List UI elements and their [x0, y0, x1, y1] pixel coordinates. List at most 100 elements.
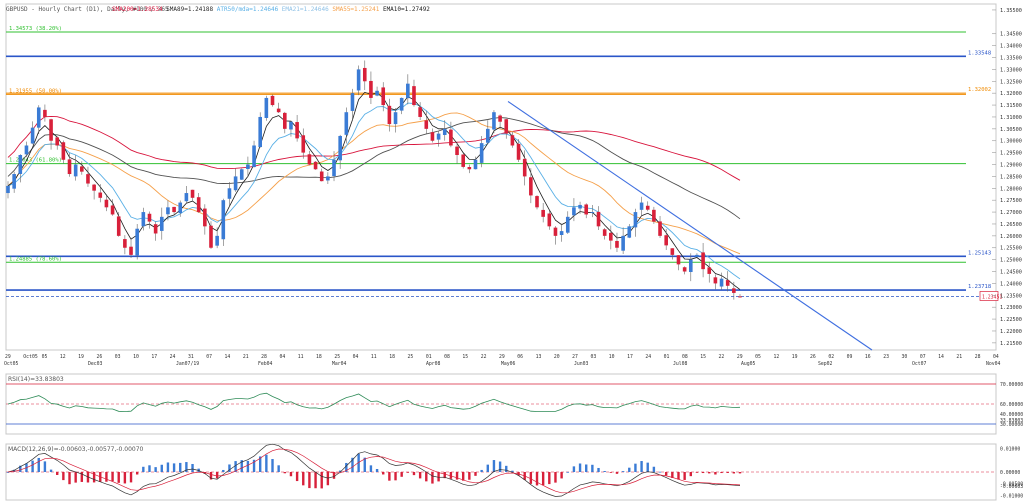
- candle-body: [621, 235, 625, 251]
- macd-histogram-bar: [609, 472, 613, 473]
- price-level-label: 1.34573 (38.20%): [9, 26, 62, 32]
- candle-body: [67, 159, 72, 175]
- macd-histogram-bar: [468, 472, 471, 480]
- macd-histogram-bar: [222, 469, 225, 472]
- candle-body: [141, 212, 146, 227]
- macd-histogram-bar: [677, 472, 680, 480]
- chart-indicator-legend: SMA200=1.28534 SMA89=1.24188 ATR50/mda=1…: [112, 6, 430, 13]
- candle-body: [264, 97, 269, 118]
- candle-body: [406, 83, 410, 99]
- macd-histogram-bar: [320, 472, 323, 489]
- macd-histogram-bar: [529, 472, 533, 484]
- candle-body: [215, 235, 219, 246]
- x-tick-label: 04: [353, 354, 359, 360]
- x-tick-label: 07: [920, 354, 926, 360]
- candle-body: [578, 204, 582, 209]
- macd-histogram-bar: [43, 461, 47, 472]
- macd-histogram-bar: [689, 472, 692, 477]
- price-level-label: 1.33548: [968, 50, 991, 56]
- candle-body: [270, 95, 275, 106]
- candle-body: [233, 176, 238, 191]
- x-tick-label: 25: [334, 354, 340, 360]
- price-tick-label: 1.30000: [1000, 139, 1022, 145]
- x-tick-label: 31: [188, 354, 194, 360]
- macd-histogram-bar: [271, 459, 274, 472]
- candle-body: [258, 116, 263, 148]
- candle-body: [387, 105, 392, 125]
- price-tick-label: 1.31500: [1000, 103, 1022, 109]
- macd-histogram-bar: [135, 472, 139, 475]
- macd-histogram-bar: [154, 467, 157, 472]
- macd-histogram-bar: [234, 461, 237, 472]
- current-price-label: 1.23451: [982, 294, 1002, 300]
- x-tick-label: 24: [170, 354, 176, 360]
- price-tick-label: 1.34000: [1000, 44, 1022, 50]
- macd-histogram-bar: [652, 466, 656, 472]
- x-tick-label: 10: [133, 354, 139, 360]
- candle-body: [24, 145, 29, 155]
- x-tick-label: 11: [298, 354, 304, 360]
- x-tick-label: 07: [206, 354, 212, 360]
- macd-histogram-bar: [338, 470, 342, 472]
- macd-histogram-bar: [92, 472, 96, 483]
- price-tick-label: 1.25500: [1000, 246, 1022, 252]
- indicator-legend-item: EMA10=1.27492: [383, 6, 430, 13]
- x-tick-label: 27: [572, 354, 578, 360]
- macd-title: MACD(12,26,9)=-0.00603,-0.00577,-0.00070: [8, 446, 144, 453]
- macd-histogram-bar: [142, 466, 145, 472]
- macd-histogram-bar: [658, 471, 662, 473]
- macd-histogram-bar: [68, 472, 71, 485]
- candle-body: [535, 196, 539, 208]
- macd-histogram-bar: [185, 462, 188, 472]
- x-sub-label: May06: [501, 361, 516, 367]
- macd-histogram-bar: [418, 472, 422, 479]
- x-tick-label: 18: [389, 354, 395, 360]
- candle-body: [412, 86, 416, 106]
- price-tick-label: 1.30500: [1000, 127, 1022, 133]
- macd-signal-line: [7, 448, 741, 494]
- macd-histogram-bar: [431, 472, 434, 484]
- candle-body: [338, 135, 342, 161]
- candle-body: [166, 207, 170, 215]
- macd-histogram-bar: [332, 472, 336, 479]
- candle-body: [295, 122, 299, 139]
- macd-histogram-bar: [123, 472, 127, 484]
- chart-header: GBPUSD - Hourly Chart (D1), Daily, #100 …: [6, 6, 169, 13]
- x-tick-label: 01: [664, 354, 670, 360]
- macd-histogram-bar: [49, 469, 53, 472]
- macd-histogram-bar: [394, 472, 397, 481]
- macd-histogram-bar: [548, 472, 551, 485]
- macd-histogram-bar: [480, 469, 483, 472]
- price-tick-label: 1.34500: [1000, 32, 1022, 38]
- candle-body: [178, 202, 183, 214]
- price-tick-label: 1.33500: [1000, 56, 1022, 62]
- x-sub-label: Sep02: [818, 361, 833, 367]
- macd-histogram-bar: [111, 472, 114, 482]
- x-tick-label: 18: [316, 354, 322, 360]
- macd-histogram-bar: [738, 472, 742, 474]
- macd-histogram-bar: [74, 472, 77, 483]
- macd-histogram-bar: [382, 472, 385, 475]
- x-tick-label: 14: [225, 354, 231, 360]
- macd-histogram-bar: [400, 472, 403, 477]
- candle-body: [732, 288, 736, 293]
- candle-body: [356, 69, 361, 91]
- candle-body: [12, 174, 16, 189]
- candle-body: [541, 209, 545, 217]
- macd-histogram-bar: [289, 472, 293, 477]
- x-sub-label: Jul08: [673, 361, 688, 367]
- x-tick-label: 17: [627, 354, 633, 360]
- candle-body: [289, 121, 293, 130]
- x-tick-label: Oct05: [23, 354, 38, 360]
- price-tick-label: 1.21500: [1000, 341, 1022, 347]
- candle-body: [572, 207, 576, 216]
- price-level-label: 1.31955 (50.00%): [9, 88, 62, 94]
- price-level-label: 1.24885 (78.60%): [9, 256, 62, 262]
- candle-body: [664, 235, 668, 246]
- macd-histogram-bar: [179, 462, 182, 472]
- x-sub-label: Apr08: [426, 361, 441, 367]
- indicator-legend-item: SMA89=1.24188: [166, 6, 217, 13]
- macd-histogram-bar: [695, 472, 699, 473]
- candle-body: [18, 155, 23, 174]
